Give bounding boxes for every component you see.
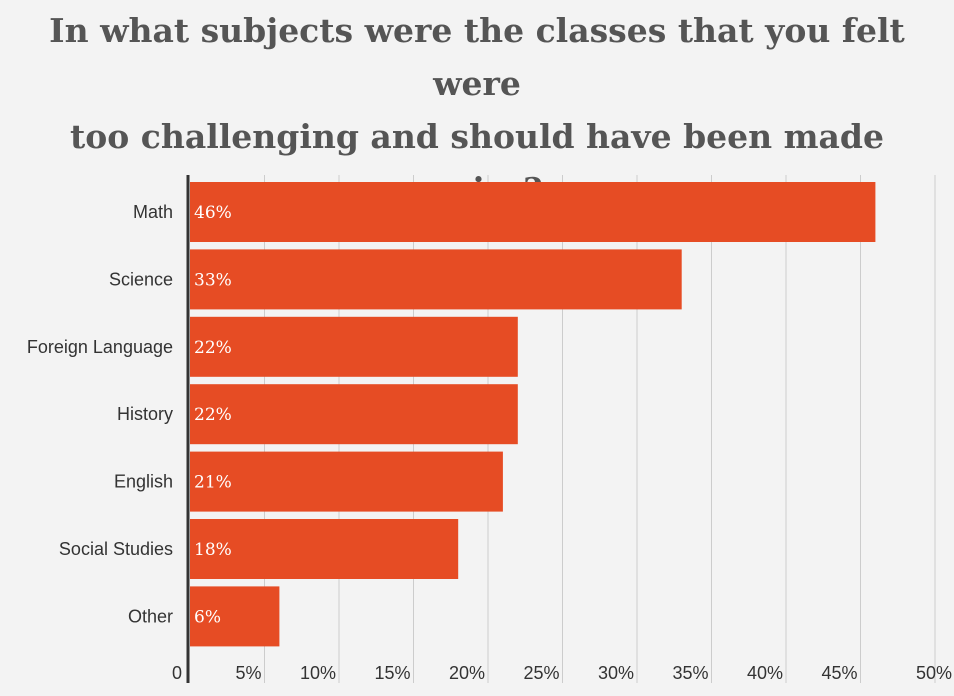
- bar-6: [190, 586, 280, 647]
- bar-2: [190, 316, 518, 377]
- chart-title-line-1: In what subjects were the classes that y…: [49, 11, 905, 103]
- category-label-0: Math: [133, 202, 173, 222]
- x-tick-label-3: 15%: [374, 663, 410, 683]
- x-tick-label-2: 10%: [300, 663, 336, 683]
- chart-title: In what subjects were the classes that y…: [0, 4, 954, 216]
- x-tick-label-8: 40%: [747, 663, 783, 683]
- value-label-0: 46%: [194, 203, 232, 223]
- value-label-6: 6%: [194, 607, 221, 627]
- category-label-5: Social Studies: [59, 539, 173, 559]
- value-label-1: 33%: [194, 270, 232, 290]
- category-label-6: Other: [128, 606, 173, 626]
- bar-5: [190, 519, 459, 579]
- x-tick-label-7: 35%: [672, 663, 708, 683]
- bar-0: [190, 182, 876, 242]
- x-tick-label-1: 5%: [235, 663, 261, 683]
- value-label-2: 22%: [194, 338, 232, 358]
- value-label-5: 18%: [194, 540, 232, 560]
- x-tick-label-10: 50%: [916, 663, 952, 683]
- category-label-4: English: [114, 472, 173, 492]
- x-tick-label-0: 0: [172, 663, 182, 683]
- x-tick-label-5: 25%: [523, 663, 559, 683]
- bar-4: [190, 451, 503, 512]
- x-tick-label-4: 20%: [449, 663, 485, 683]
- bar-3: [190, 384, 518, 445]
- category-label-1: Science: [109, 269, 173, 289]
- x-tick-label-9: 45%: [821, 663, 857, 683]
- value-label-3: 22%: [194, 405, 232, 425]
- value-label-4: 21%: [194, 473, 232, 493]
- bar-1: [190, 249, 682, 310]
- category-label-2: Foreign Language: [27, 337, 173, 357]
- category-label-3: History: [117, 404, 173, 424]
- x-tick-label-6: 30%: [598, 663, 634, 683]
